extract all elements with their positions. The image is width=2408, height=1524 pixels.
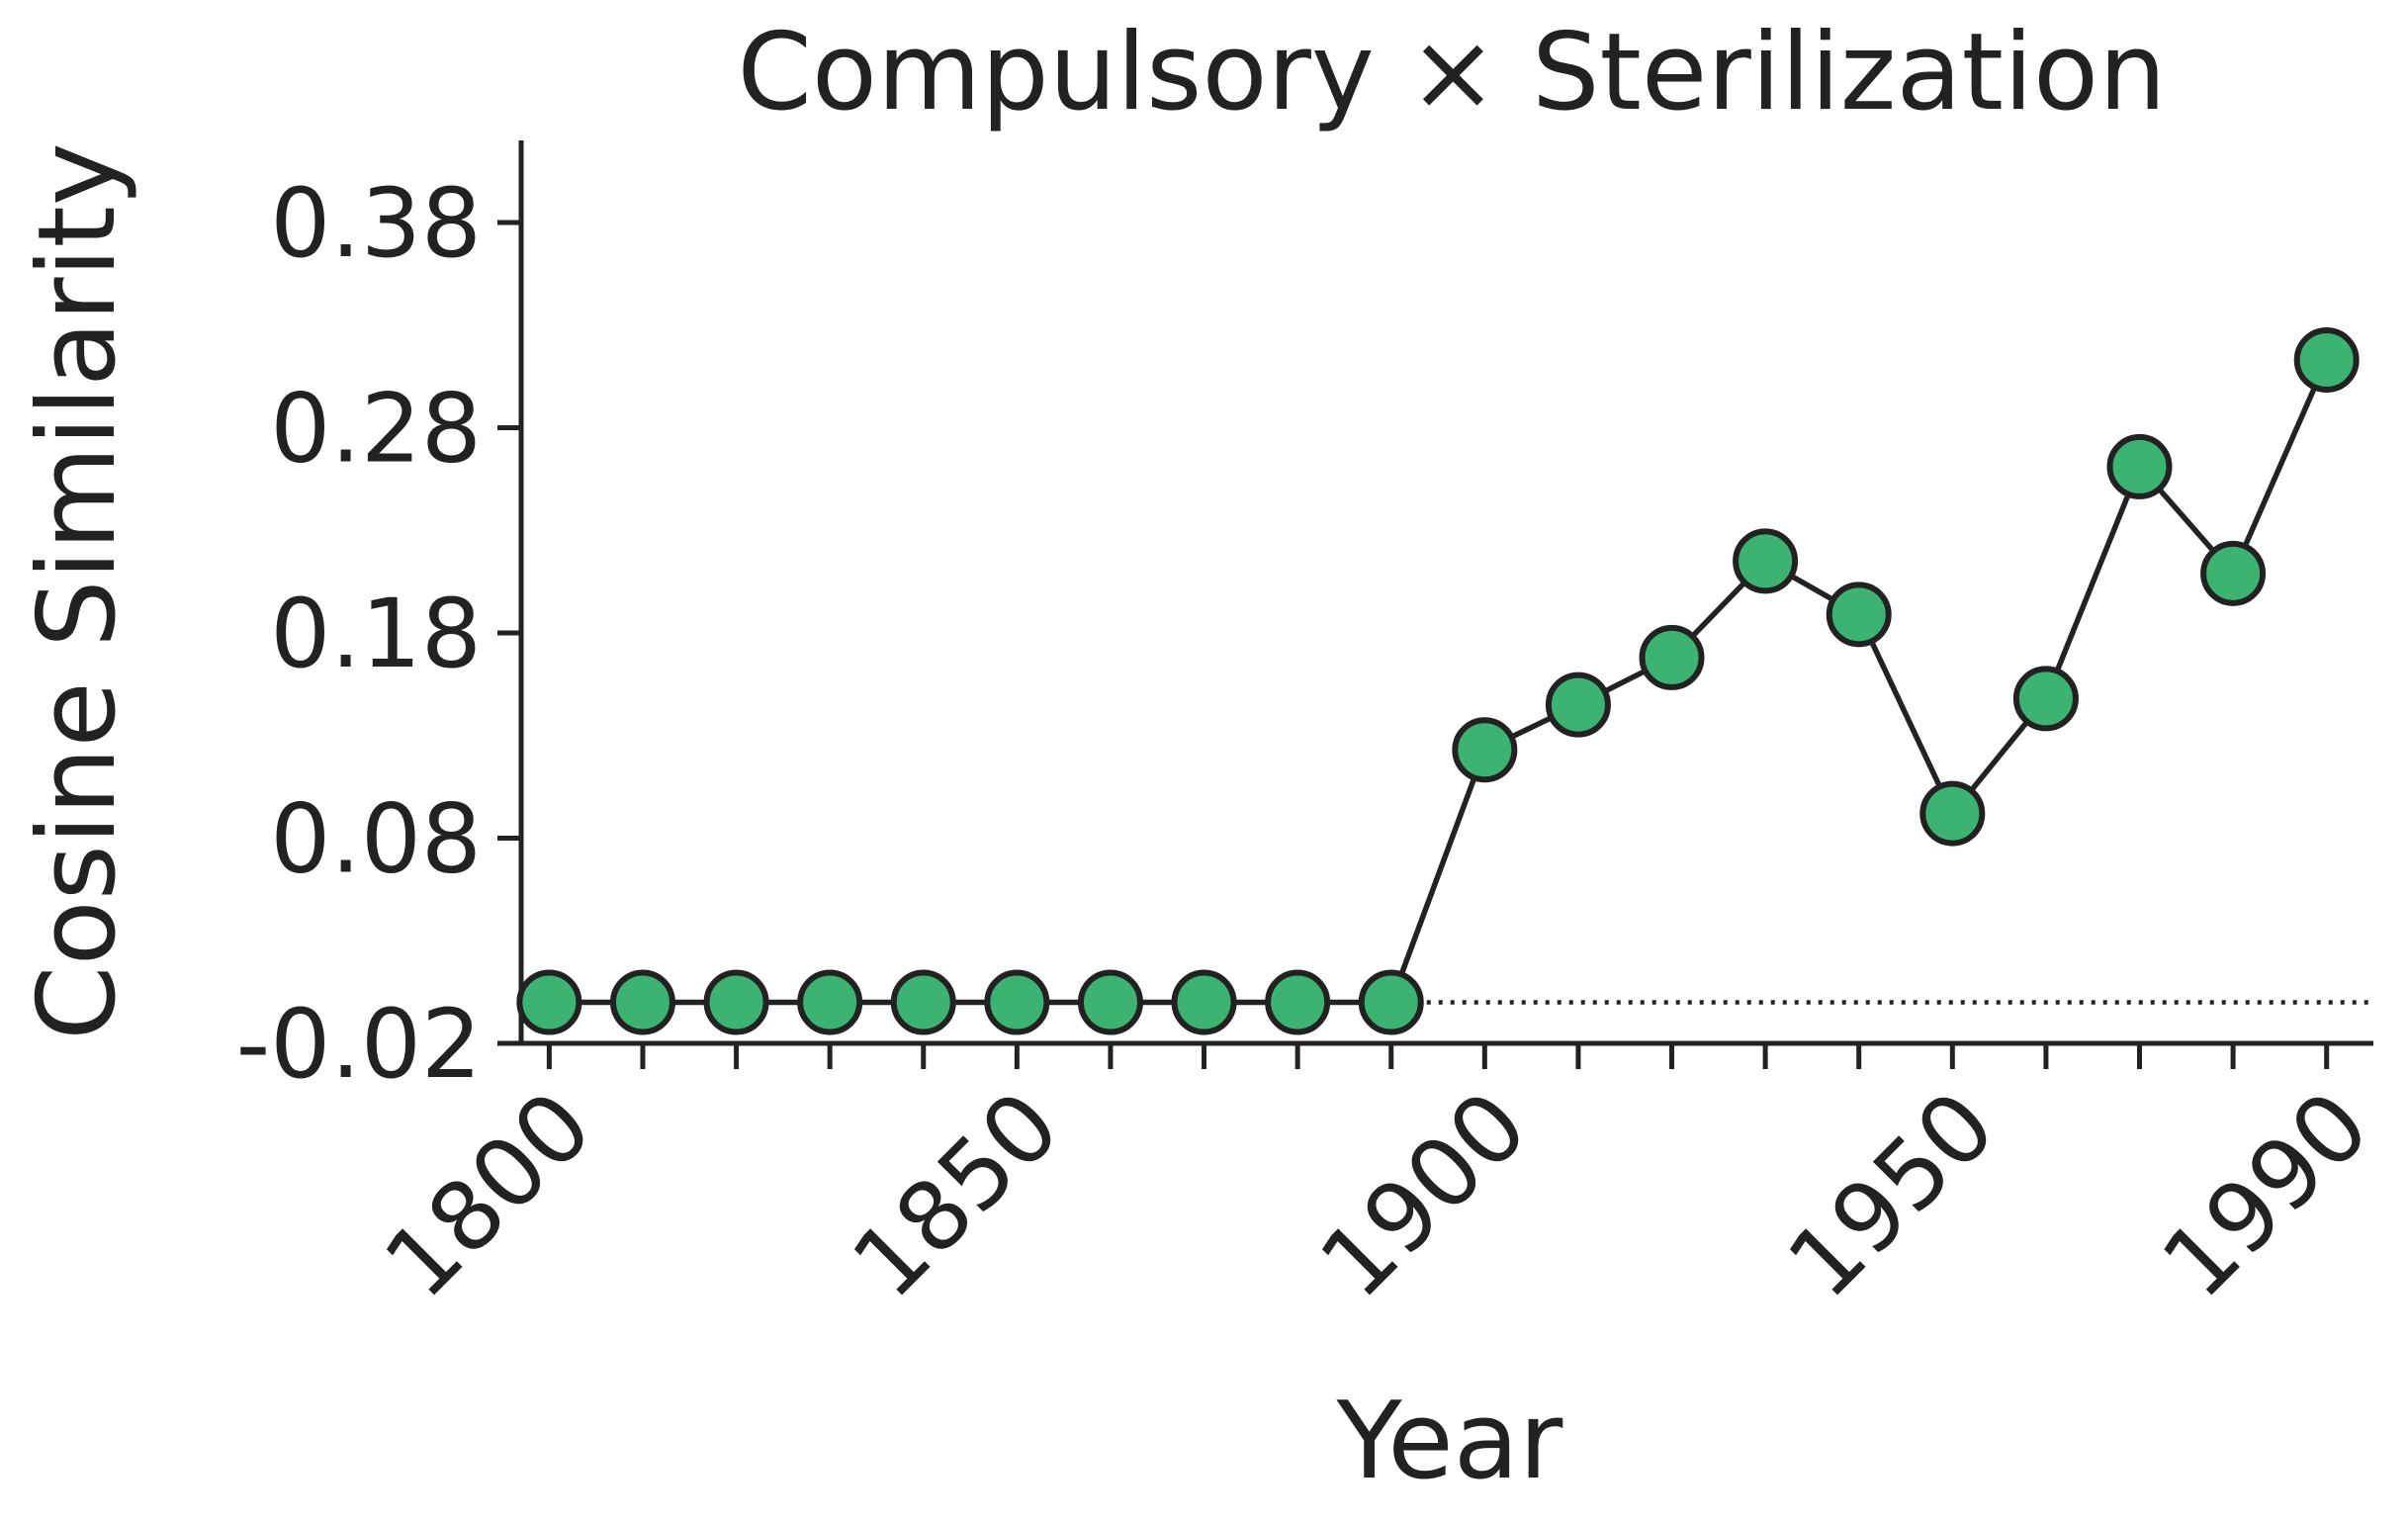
data-point	[2106, 433, 2173, 499]
data-point	[1358, 969, 1424, 1035]
data-point	[1265, 969, 1331, 1035]
x-axis-label: Year	[1336, 1380, 1563, 1503]
data-point	[2012, 666, 2079, 732]
data-point	[1545, 672, 1611, 738]
data-point	[2293, 327, 2360, 394]
data-point	[2200, 540, 2267, 606]
data-point	[797, 969, 863, 1035]
data-series	[516, 327, 2360, 1035]
data-point	[1171, 969, 1237, 1035]
data-point	[1919, 780, 1986, 847]
axes	[518, 140, 2373, 1046]
x-tick-label: 1990	[2141, 1070, 2390, 1319]
x-tick-label: 1850	[832, 1070, 1081, 1319]
x-tick-label: 1950	[1767, 1070, 2016, 1319]
data-point	[516, 969, 582, 1035]
data-point	[984, 969, 1050, 1035]
y-tick-label: -0.02	[236, 989, 482, 1100]
x-tick-label: 1900	[1299, 1070, 1549, 1319]
x-axis-ticks: 1800 1850 1900 1950 1990	[364, 1043, 2390, 1319]
data-point	[1639, 624, 1705, 690]
y-axis-ticks: 0.38 0.28 0.18 0.08 -0.02	[236, 168, 521, 1100]
x-tick-label: 1800	[364, 1070, 613, 1319]
chart-title: Compulsory × Sterilization	[737, 11, 2166, 134]
y-tick-label: 0.18	[270, 579, 482, 689]
data-point	[1733, 528, 1799, 594]
y-tick-label: 0.08	[270, 784, 482, 895]
y-axis-label: Cosine Similarity	[16, 142, 139, 1040]
y-tick-label: 0.28	[270, 374, 482, 485]
data-point	[890, 969, 956, 1035]
data-point	[609, 969, 675, 1035]
data-point	[1077, 969, 1143, 1035]
data-point	[703, 969, 769, 1035]
data-point	[1452, 717, 1518, 783]
data-point	[1826, 582, 1892, 648]
y-tick-label: 0.38	[270, 168, 482, 279]
